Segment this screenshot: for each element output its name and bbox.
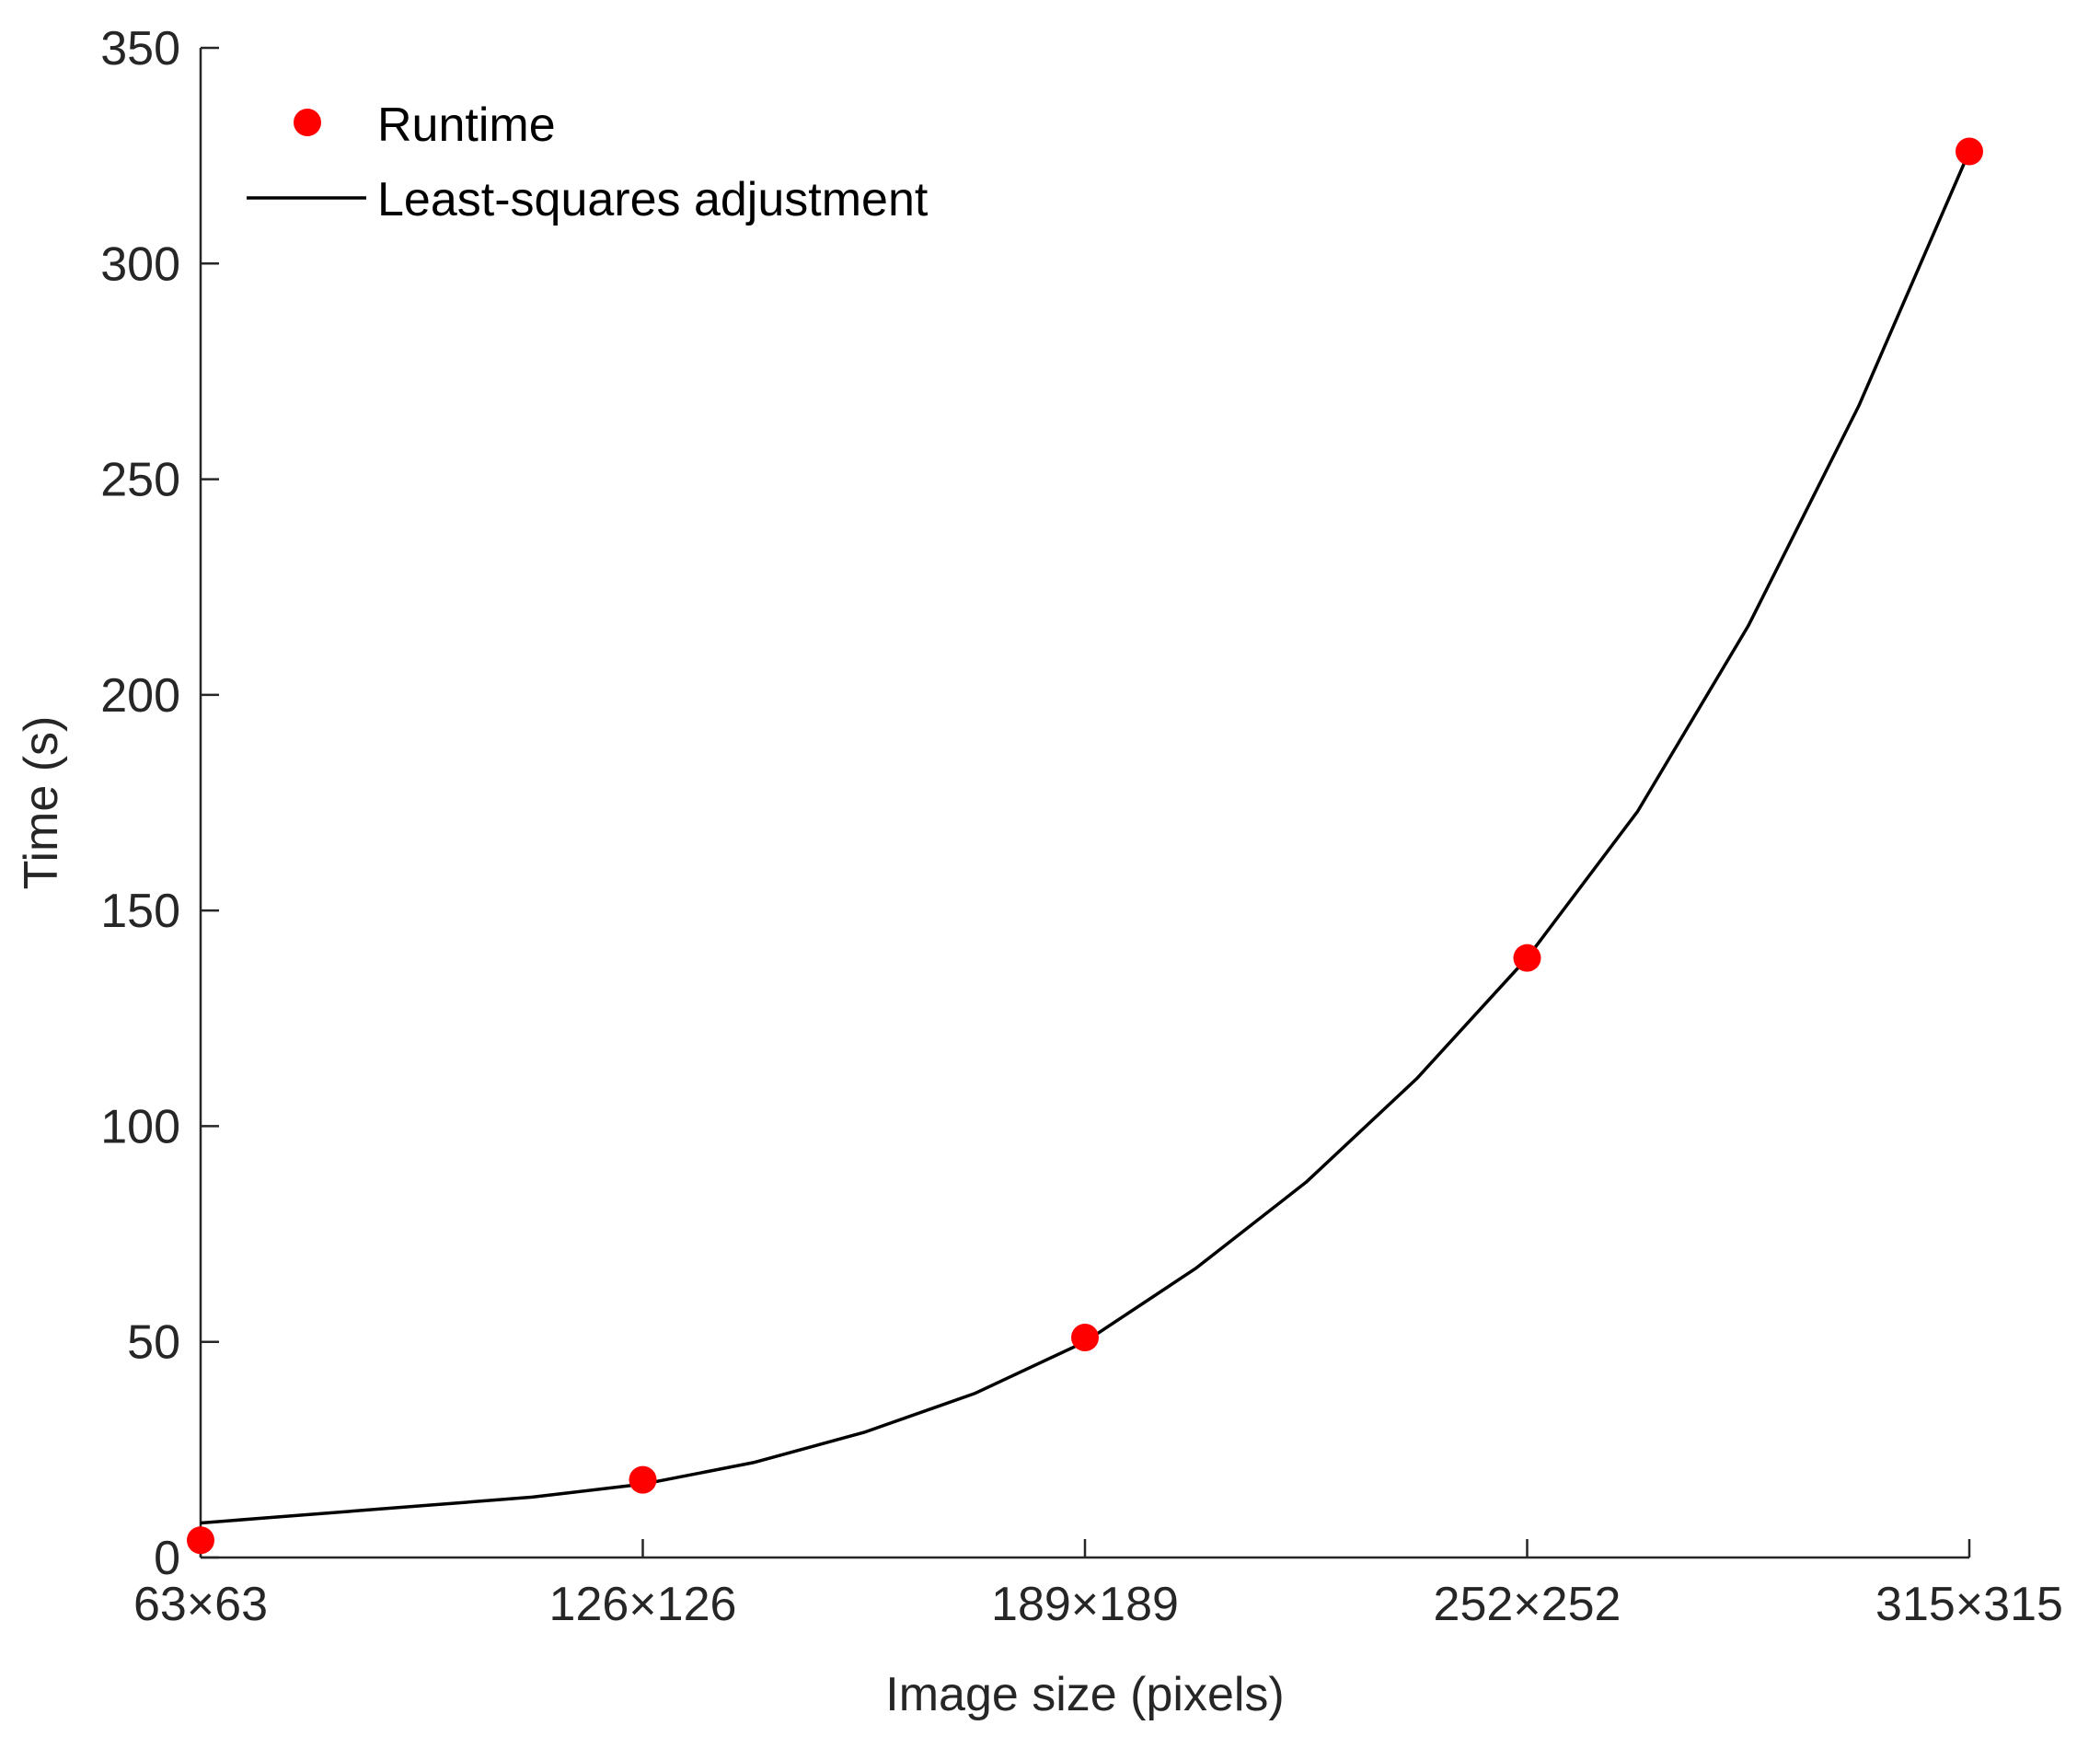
- y-tick-label: 50: [127, 1316, 180, 1370]
- x-tick-label: 63×63: [133, 1578, 268, 1631]
- runtime-point: [1956, 137, 1983, 166]
- y-tick-label: 0: [154, 1532, 180, 1585]
- runtime-point: [1071, 1324, 1099, 1352]
- x-axis-label: Image size (pixels): [885, 1668, 1284, 1721]
- y-tick-label: 250: [100, 454, 180, 507]
- runtime-point: [1513, 944, 1541, 972]
- x-tick-label: 189×189: [991, 1578, 1179, 1631]
- plot-area: [187, 137, 1983, 1555]
- y-tick-label: 300: [100, 237, 180, 291]
- x-tick-label: 252×252: [1434, 1578, 1621, 1631]
- y-axis-label: Time (s): [15, 716, 68, 890]
- legend-label-runtime: Runtime: [377, 98, 556, 152]
- fit-curve: [200, 150, 1971, 1525]
- legend: Runtime Least-squares adjustment: [247, 98, 929, 226]
- x-tick-label: 126×126: [549, 1578, 737, 1631]
- runtime-point: [629, 1465, 657, 1494]
- y-tick-label: 150: [100, 885, 180, 938]
- y-tick-label: 100: [100, 1100, 180, 1153]
- y-tick-label: 200: [100, 669, 180, 723]
- x-tick-label: 315×315: [1875, 1578, 2063, 1631]
- runtime-point: [187, 1526, 214, 1555]
- axes: 0 50 100 150 200 250 300 350 63×63 126×126 189×189…: [100, 22, 2063, 1631]
- legend-marker-runtime: [294, 109, 321, 136]
- y-tick-label: 350: [100, 22, 180, 75]
- legend-label-fit: Least-squares adjustment: [377, 173, 929, 226]
